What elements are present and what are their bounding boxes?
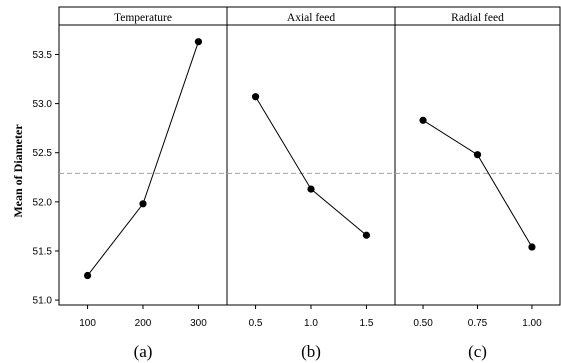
x-tick-label-3-3: 1.00 (522, 318, 542, 329)
data-point-2-2 (307, 185, 315, 193)
data-point-3-1 (419, 116, 427, 124)
x-tick-label-1-3: 300 (190, 318, 207, 329)
data-point-2-3 (362, 231, 371, 239)
data-point-1-1 (83, 271, 92, 280)
data-point-3-2 (473, 151, 482, 159)
data-point-2-1 (251, 93, 260, 101)
series-line-3 (422, 119, 533, 248)
panel-caption-2: (b) (301, 342, 321, 361)
panel-frame-3 (394, 24, 561, 306)
panel-caption-1: (a) (134, 342, 153, 361)
data-point-3-3 (528, 243, 536, 251)
panel-caption-3: (c) (468, 342, 487, 361)
series-line-2 (255, 96, 367, 236)
y-tick-label-2: 51.5 (33, 246, 53, 257)
x-tick-label-1-2: 200 (135, 318, 152, 329)
panel-title-3: Radial feed (451, 12, 504, 24)
data-point-1-2 (139, 200, 147, 208)
panel-title-1: Temperature (114, 12, 172, 24)
y-tick-label-6: 53.5 (33, 50, 53, 61)
y-axis-label: Mean of Diameter (11, 124, 25, 218)
panel-frame-2 (226, 24, 396, 306)
x-tick-label-2-1: 0.5 (249, 318, 263, 329)
y-tick-label-4: 52.5 (33, 148, 53, 159)
x-tick-label-1-1: 100 (79, 318, 96, 329)
panel-title-2: Axial feed (287, 12, 335, 24)
panel-frame-1 (58, 24, 228, 306)
x-tick-label-2-3: 1.5 (359, 318, 373, 329)
data-point-1-3 (194, 38, 203, 46)
y-tick-label-1: 51.0 (33, 296, 53, 307)
x-tick-label-2-2: 1.0 (304, 318, 318, 329)
y-tick-label-5: 53.0 (33, 99, 53, 110)
x-tick-label-3-1: 0.50 (413, 318, 433, 329)
y-tick-label-3: 52.0 (33, 197, 53, 208)
x-tick-label-3-2: 0.75 (468, 318, 488, 329)
series-line-1 (87, 41, 199, 276)
